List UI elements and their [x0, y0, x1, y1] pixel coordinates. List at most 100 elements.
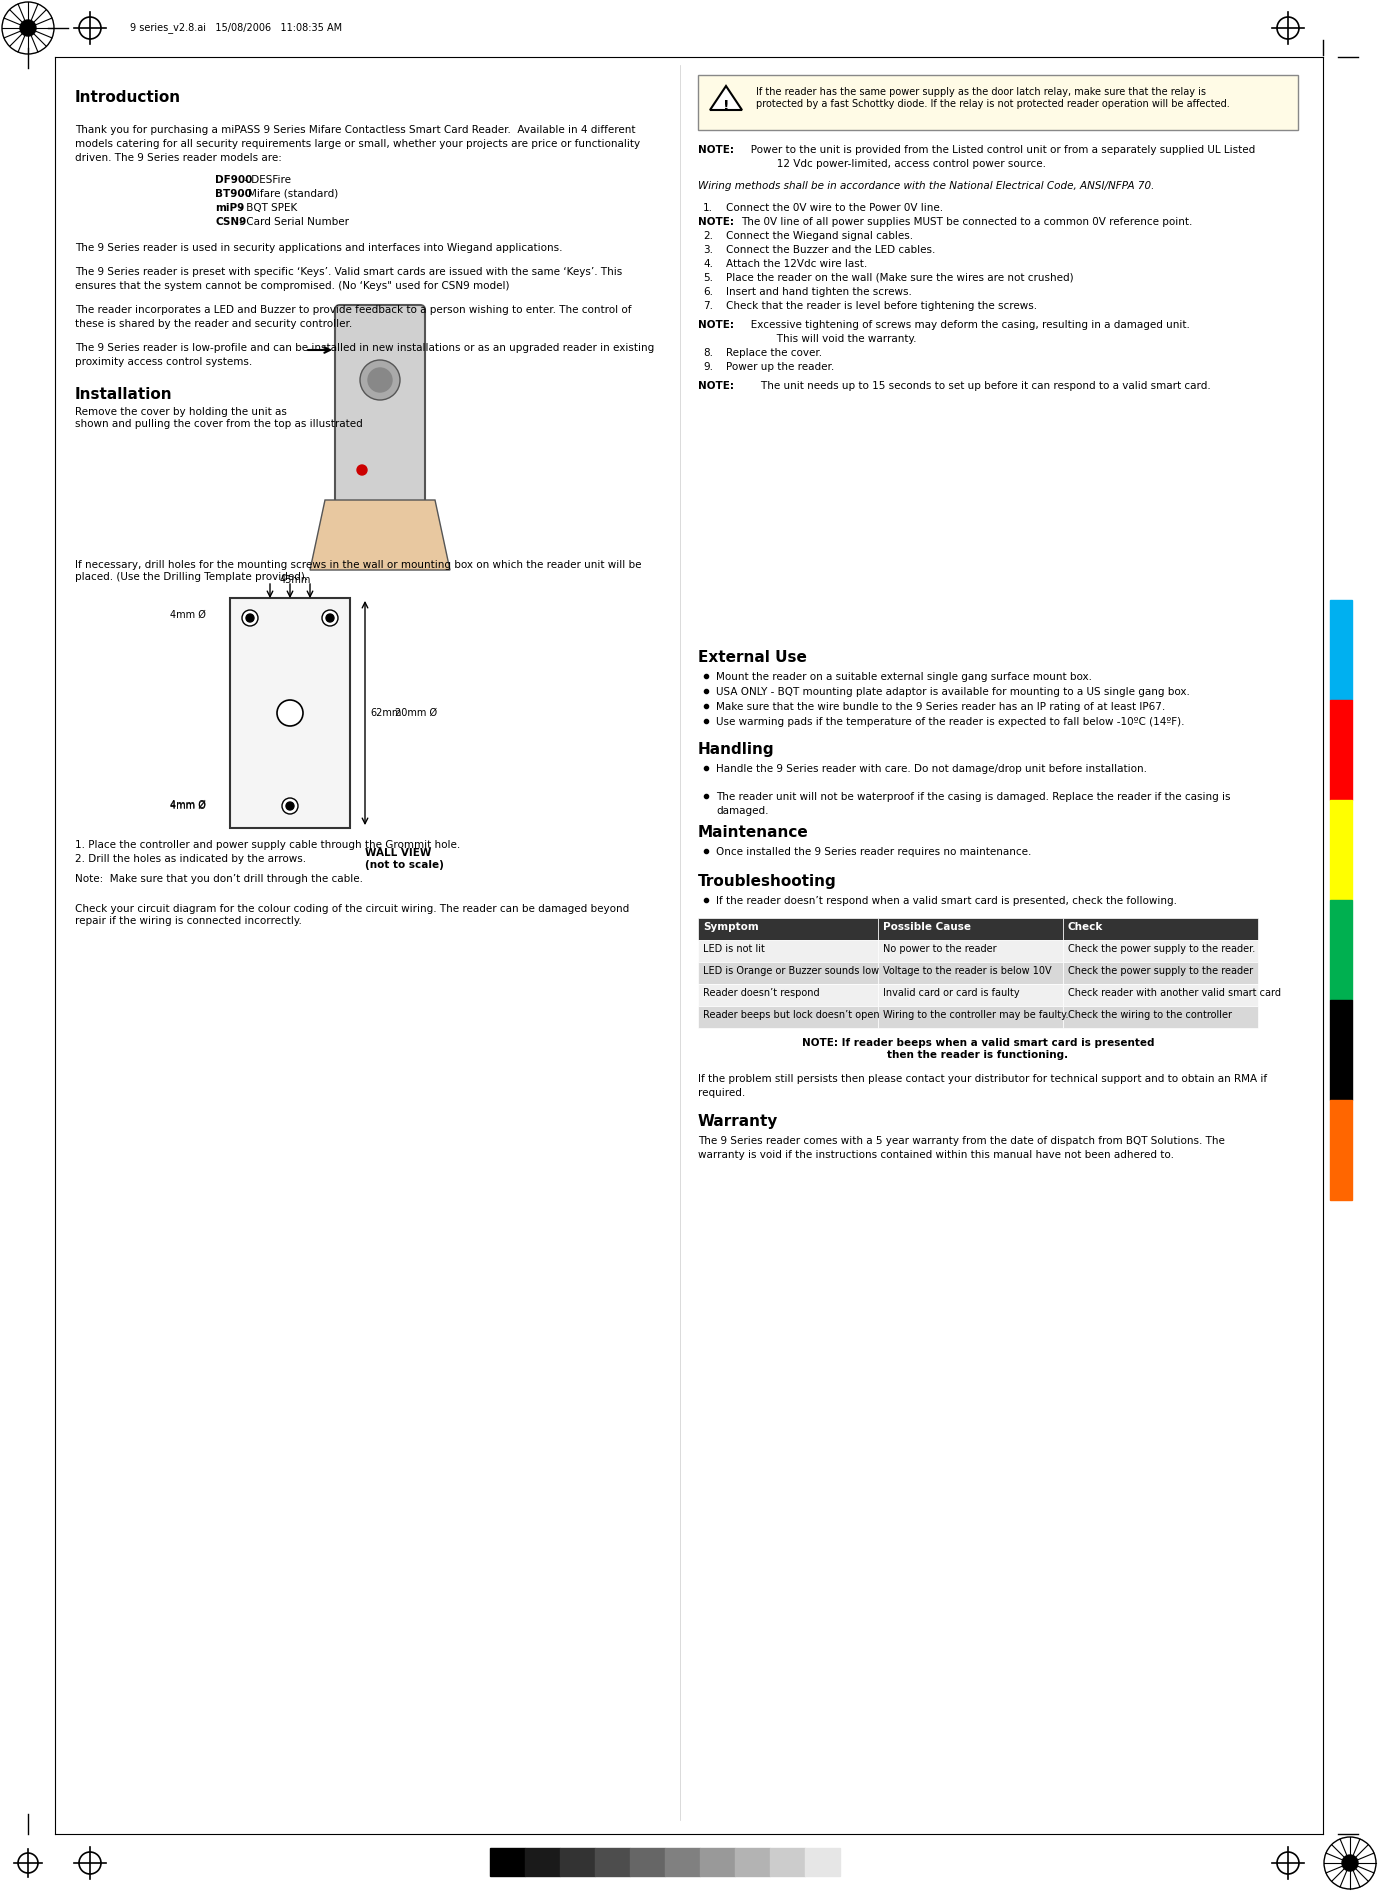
Text: 6.: 6.: [703, 287, 712, 297]
Text: Voltage to the reader is below 10V: Voltage to the reader is below 10V: [883, 966, 1051, 976]
Text: Wiring to the controller may be faulty.: Wiring to the controller may be faulty.: [883, 1010, 1068, 1019]
Text: WALL VIEW
(not to scale): WALL VIEW (not to scale): [365, 847, 444, 870]
Text: Introduction: Introduction: [74, 91, 181, 106]
Text: NOTE:: NOTE:: [699, 380, 734, 391]
Bar: [1062, 917, 1258, 940]
Text: Place the reader on the wall (Make sure the wires are not crushed): Place the reader on the wall (Make sure …: [726, 272, 1073, 284]
Text: If the problem still persists then please contact your distributor for technical: If the problem still persists then pleas…: [699, 1074, 1268, 1084]
Text: driven. The 9 Series reader models are:: driven. The 9 Series reader models are:: [74, 153, 282, 163]
Text: Reader beeps but lock doesn’t open: Reader beeps but lock doesn’t open: [703, 1010, 879, 1019]
Text: 4.: 4.: [703, 259, 712, 269]
Text: 2. Drill the holes as indicated by the arrows.: 2. Drill the holes as indicated by the a…: [74, 855, 306, 864]
Bar: [1330, 1000, 1352, 1101]
Text: 9 series_v2.8.ai   15/08/2006   11:08:35 AM: 9 series_v2.8.ai 15/08/2006 11:08:35 AM: [130, 23, 342, 32]
Text: Troubleshooting: Troubleshooting: [699, 874, 836, 889]
Text: The reader incorporates a LED and Buzzer to provide feedback to a person wishing: The reader incorporates a LED and Buzzer…: [74, 304, 631, 316]
Text: NOTE:: NOTE:: [699, 320, 734, 331]
Circle shape: [247, 615, 254, 622]
Text: Connect the Buzzer and the LED cables.: Connect the Buzzer and the LED cables.: [726, 246, 936, 255]
Text: NOTE:: NOTE:: [699, 146, 734, 155]
Text: 12 Vdc power-limited, access control power source.: 12 Vdc power-limited, access control pow…: [741, 159, 1046, 168]
Text: Replace the cover.: Replace the cover.: [726, 348, 823, 357]
Text: BT900: BT900: [215, 189, 252, 199]
Text: Symptom: Symptom: [703, 923, 759, 932]
Text: Once installed the 9 Series reader requires no maintenance.: Once installed the 9 Series reader requi…: [717, 847, 1031, 857]
Text: 9.: 9.: [703, 361, 712, 373]
Bar: [491, 1848, 525, 1876]
Bar: [1330, 900, 1352, 1000]
Text: these is shared by the reader and security controller.: these is shared by the reader and securi…: [74, 320, 353, 329]
Text: This will void the warranty.: This will void the warranty.: [741, 335, 916, 344]
Bar: [666, 1848, 700, 1876]
Circle shape: [277, 700, 303, 726]
Text: Warranty: Warranty: [699, 1114, 779, 1129]
Text: Handling: Handling: [699, 741, 774, 756]
Bar: [559, 1848, 595, 1876]
Bar: [770, 1848, 805, 1876]
Text: Maintenance: Maintenance: [699, 824, 809, 840]
Text: 3.: 3.: [703, 246, 712, 255]
Text: Invalid card or card is faulty: Invalid card or card is faulty: [883, 987, 1020, 998]
Bar: [525, 1848, 559, 1876]
Text: Remove the cover by holding the unit as
shown and pulling the cover from the top: Remove the cover by holding the unit as …: [74, 407, 362, 429]
Text: 20mm Ø: 20mm Ø: [395, 707, 437, 719]
Text: 45mm: 45mm: [280, 575, 310, 584]
Text: 1.: 1.: [703, 202, 712, 214]
Text: Reader doesn’t respond: Reader doesn’t respond: [703, 987, 820, 998]
Text: - Mifare (standard): - Mifare (standard): [241, 189, 338, 199]
Text: The 9 Series reader is used in security applications and interfaces into Wiegand: The 9 Series reader is used in security …: [74, 244, 562, 253]
Text: External Use: External Use: [699, 651, 808, 666]
Text: Wiring methods shall be in accordance with the National Electrical Code, ANSI/NF: Wiring methods shall be in accordance wi…: [699, 182, 1155, 191]
Text: required.: required.: [699, 1087, 745, 1099]
Text: 1. Place the controller and power supply cable through the Grommit hole.: 1. Place the controller and power supply…: [74, 840, 460, 849]
FancyBboxPatch shape: [699, 76, 1298, 130]
Text: The unit needs up to 15 seconds to set up before it can respond to a valid smart: The unit needs up to 15 seconds to set u…: [748, 380, 1211, 391]
FancyBboxPatch shape: [335, 304, 424, 535]
Text: warranty is void if the instructions contained within this manual have not been : warranty is void if the instructions con…: [699, 1150, 1174, 1159]
Circle shape: [282, 798, 298, 813]
Text: If the reader has the same power supply as the door latch relay, make sure that : If the reader has the same power supply …: [757, 87, 1229, 108]
Bar: [1062, 940, 1258, 963]
Text: NOTE:: NOTE:: [699, 217, 734, 227]
Text: 7.: 7.: [703, 301, 712, 310]
Text: No power to the reader: No power to the reader: [883, 944, 996, 953]
Text: 4mm Ø: 4mm Ø: [169, 802, 205, 811]
Text: 8.: 8.: [703, 348, 712, 357]
Bar: [878, 1006, 1062, 1029]
Text: Check the wiring to the controller: Check the wiring to the controller: [1068, 1010, 1232, 1019]
Text: Insert and hand tighten the screws.: Insert and hand tighten the screws.: [726, 287, 912, 297]
Circle shape: [360, 359, 400, 401]
Text: ensures that the system cannot be compromised. (No ‘Keys" used for CSN9 model): ensures that the system cannot be compro…: [74, 282, 510, 291]
Text: The 0V line of all power supplies MUST be connected to a common 0V reference poi: The 0V line of all power supplies MUST b…: [741, 217, 1192, 227]
Text: 4mm Ø: 4mm Ø: [169, 611, 205, 620]
Bar: [878, 940, 1062, 963]
Bar: [700, 1848, 734, 1876]
Bar: [805, 1848, 841, 1876]
Bar: [699, 983, 878, 1006]
Text: LED is not lit: LED is not lit: [703, 944, 765, 953]
Bar: [1330, 599, 1352, 700]
Circle shape: [327, 615, 333, 622]
Bar: [1062, 983, 1258, 1006]
Polygon shape: [710, 85, 741, 110]
Circle shape: [21, 21, 36, 36]
Text: LED is Orange or Buzzer sounds low: LED is Orange or Buzzer sounds low: [703, 966, 879, 976]
Text: models catering for all security requirements large or small, whether your proje: models catering for all security require…: [74, 140, 641, 149]
Text: The 9 Series reader is low-profile and can be installed in new installations or : The 9 Series reader is low-profile and c…: [74, 342, 655, 354]
Bar: [1330, 1101, 1352, 1201]
Circle shape: [1342, 1855, 1357, 1870]
Text: Handle the 9 Series reader with care. Do not damage/drop unit before installatio: Handle the 9 Series reader with care. Do…: [717, 764, 1146, 773]
Text: Thank you for purchasing a miPASS 9 Series Mifare Contactless Smart Card Reader.: Thank you for purchasing a miPASS 9 Seri…: [74, 125, 635, 134]
Circle shape: [243, 611, 258, 626]
Bar: [699, 963, 878, 983]
Text: - BQT SPEK: - BQT SPEK: [236, 202, 298, 214]
Circle shape: [357, 465, 367, 475]
Text: Power up the reader.: Power up the reader.: [726, 361, 834, 373]
Text: DF900: DF900: [215, 176, 252, 185]
Text: 2.: 2.: [703, 231, 712, 240]
Bar: [1062, 1006, 1258, 1029]
Text: Possible Cause: Possible Cause: [883, 923, 971, 932]
Bar: [630, 1848, 666, 1876]
Text: 62mm: 62mm: [371, 707, 401, 719]
Bar: [878, 963, 1062, 983]
